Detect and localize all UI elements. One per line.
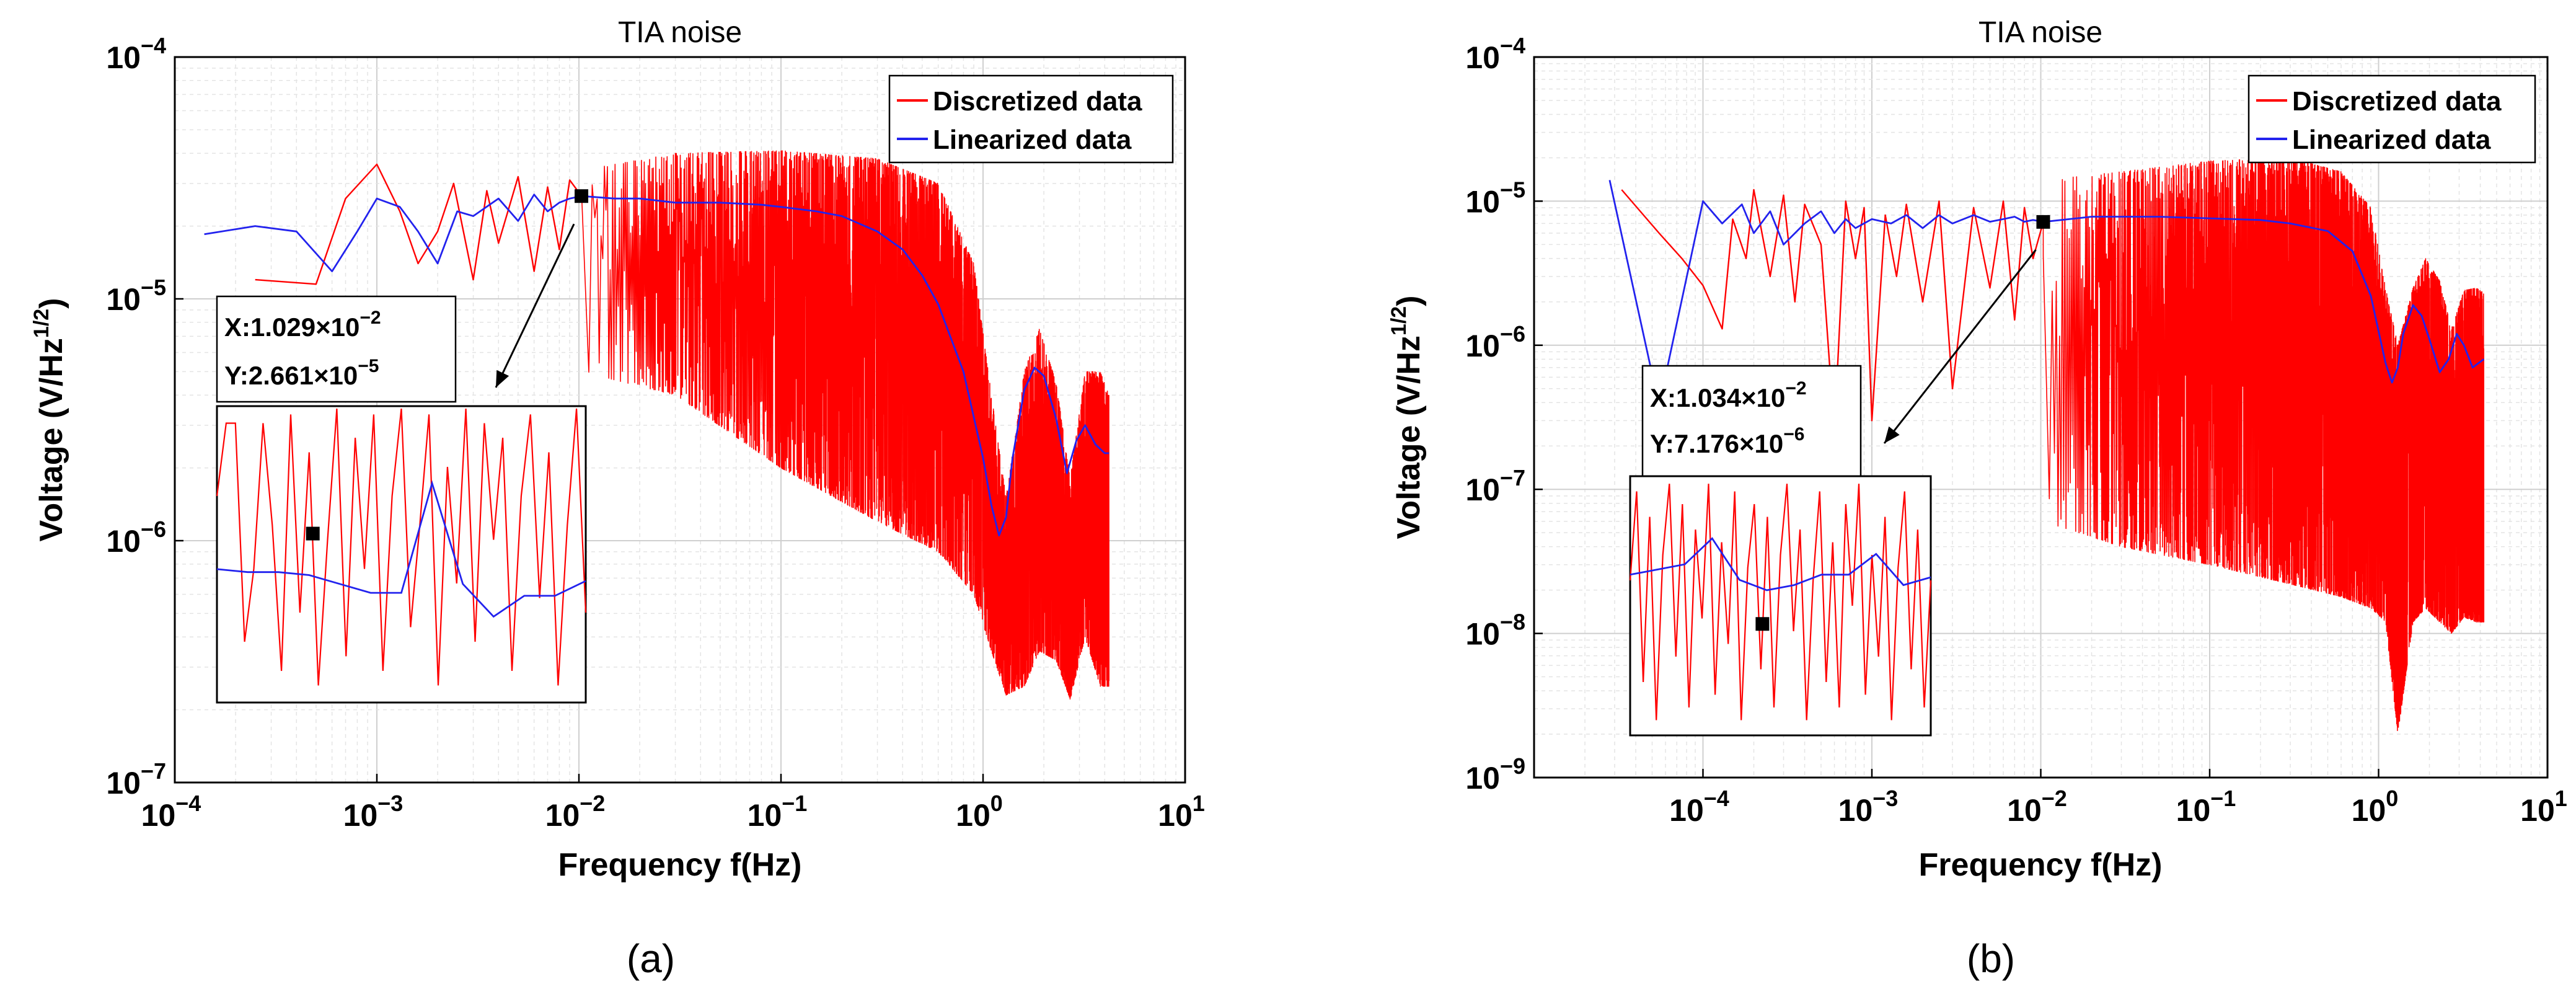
y-tick-label: 10−4 bbox=[1465, 33, 1525, 75]
inset-lines bbox=[216, 408, 587, 686]
zoom-inset bbox=[216, 405, 587, 704]
panel-label: (a) bbox=[627, 936, 675, 981]
discretized-noise-band bbox=[581, 150, 1109, 700]
x-tick-label: 10−2 bbox=[2007, 786, 2067, 828]
x-axis-label: Frequency f(Hz) bbox=[1919, 847, 2163, 883]
legend-label-linearized: Linearized data bbox=[2292, 125, 2491, 155]
x-tick-label: 100 bbox=[2352, 786, 2399, 828]
inset-linearized-line bbox=[1630, 537, 1931, 592]
y-tick-labels: 10−7 10−6 10−5 10−4 bbox=[106, 33, 183, 800]
y-tick-label: 10−6 bbox=[1465, 321, 1525, 363]
legend: Discretized data Linearized data bbox=[888, 74, 1174, 164]
x-tick-label: 10−4 bbox=[1669, 786, 1729, 828]
legend-box bbox=[2247, 74, 2536, 164]
y-tick-label: 10−8 bbox=[1465, 610, 1525, 652]
y-tick-label: 10−6 bbox=[106, 517, 166, 559]
svg-text:Voltage (V/Hz1/2): Voltage (V/Hz1/2) bbox=[1387, 296, 1427, 539]
panel-label: (b) bbox=[1967, 936, 2015, 981]
legend: Discretized data Linearized data bbox=[2247, 74, 2536, 164]
zoom-inset bbox=[1629, 475, 1932, 737]
inset-discretized-line bbox=[216, 408, 587, 686]
x-tick-label: 10−3 bbox=[1838, 786, 1899, 828]
x-tick-label: 10−3 bbox=[343, 791, 404, 833]
inset-lines bbox=[1629, 484, 1932, 720]
x-axis-label: Frequency f(Hz) bbox=[558, 847, 802, 883]
y-axis-label: Voltage (V/Hz1/2) bbox=[30, 298, 69, 542]
chart-panel-a: 10−4 10−3 10−2 10−1 100 101 10−7 10−6 10−5 10−4 … bbox=[30, 16, 1205, 981]
x-tick-label: 10−1 bbox=[2176, 786, 2236, 828]
inset-discretized-line bbox=[1629, 484, 1932, 720]
x-tick-label: 100 bbox=[956, 791, 1003, 833]
y-tick-label: 10−7 bbox=[106, 758, 166, 800]
x-tick-label: 10−4 bbox=[141, 791, 201, 833]
inset-marker bbox=[306, 526, 320, 541]
datatip-marker bbox=[2036, 215, 2050, 229]
datatip-arrow bbox=[495, 223, 575, 388]
discretized-noise-trace bbox=[581, 150, 1109, 700]
linearized-data-line bbox=[204, 193, 1109, 537]
x-tick-label: 101 bbox=[1158, 791, 1205, 833]
legend-box bbox=[888, 74, 1174, 164]
datatip-y: Y:2.661×10−5 bbox=[224, 356, 379, 390]
chart-panel-b: 10−4 10−3 10−2 10−1 100 101 10−910−810−710−61… bbox=[1387, 16, 2567, 981]
discretized-noise-band bbox=[2042, 157, 2485, 731]
discretized-data-line bbox=[1621, 188, 2044, 433]
datatip-arrowhead bbox=[1884, 426, 1900, 443]
y-tick-labels: 10−9 10−8 10−7 10−6 10−5 10−4 bbox=[1465, 33, 1543, 796]
series-lines bbox=[204, 163, 1109, 537]
datatip-arrowhead bbox=[496, 370, 509, 388]
datatip-arrow bbox=[1883, 249, 2037, 444]
datatip-x: X:1.034×10−2 bbox=[1650, 378, 1807, 412]
datatip-x: X:1.029×10−2 bbox=[224, 308, 381, 342]
svg-text:Voltage (V/Hz1/2): Voltage (V/Hz1/2) bbox=[30, 298, 69, 542]
inset-box bbox=[1629, 475, 1932, 737]
axes-box bbox=[174, 56, 1186, 784]
legend-label-linearized: Linearized data bbox=[933, 125, 1132, 155]
series-lines bbox=[1608, 180, 2485, 433]
datatip-box bbox=[1641, 365, 1862, 477]
y-tick-label: 10−7 bbox=[1465, 465, 1525, 507]
y-tick-label: 10−4 bbox=[106, 33, 166, 75]
legend-label-discretized: Discretized data bbox=[2292, 86, 2502, 117]
y-axis-label: Voltage (V/Hz1/2) bbox=[1387, 296, 1427, 539]
datatip: X:1.029×10−2 Y:2.661×10−5 bbox=[216, 189, 589, 403]
datatip: X:1.034×10−2 Y:7.176×10−6 bbox=[1641, 215, 2050, 477]
discretized-noise-trace bbox=[2042, 157, 2485, 731]
y-tick-label: 10−5 bbox=[106, 275, 166, 317]
datatip-box bbox=[216, 295, 457, 403]
x-tick-labels: 10−4 10−3 10−2 10−1 100 101 bbox=[141, 774, 1205, 833]
inset-box bbox=[216, 405, 587, 704]
inset-marker bbox=[1755, 617, 1770, 631]
inset-linearized-line bbox=[216, 480, 586, 618]
datatip-marker bbox=[575, 189, 589, 203]
chart-title: TIA noise bbox=[618, 16, 742, 49]
datatip-y: Y:7.176×10−6 bbox=[1650, 424, 1804, 458]
linearized-data-line bbox=[1608, 180, 2485, 407]
x-tick-label: 10−2 bbox=[545, 791, 606, 833]
x-tick-label: 101 bbox=[2520, 786, 2567, 828]
y-tick-label: 10−9 bbox=[1465, 753, 1525, 796]
legend-label-discretized: Discretized data bbox=[933, 86, 1142, 117]
y-tick-label: 10−5 bbox=[1465, 177, 1525, 219]
x-tick-labels: 10−4 10−3 10−2 10−1 100 101 bbox=[1669, 769, 2567, 828]
chart-title: TIA noise bbox=[1978, 16, 2102, 49]
x-tick-label: 10−1 bbox=[748, 791, 808, 833]
